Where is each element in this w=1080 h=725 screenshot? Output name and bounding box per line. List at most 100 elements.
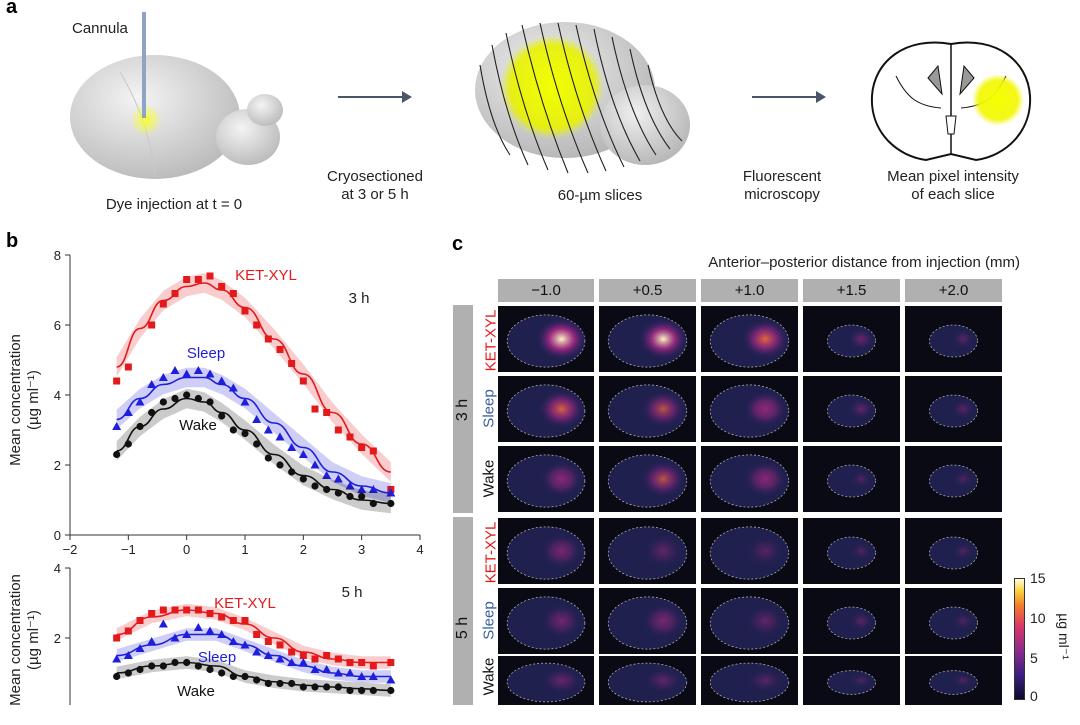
band-sleep <box>116 628 391 683</box>
point-wake <box>387 686 395 695</box>
ylabel-bottom: Mean concentration (µg ml⁻¹) <box>7 555 43 725</box>
group-3h-label: 3 h <box>454 398 471 422</box>
band-ket-xyl <box>116 603 391 669</box>
point-ket-xyl <box>264 335 272 343</box>
point-sleep <box>252 415 262 423</box>
point-wake <box>346 492 354 501</box>
point-ket-xyl <box>218 613 226 621</box>
fluorescence-tile <box>701 446 798 512</box>
point-sleep <box>240 397 250 406</box>
panel-c-title: Anterior–posterior distance from injecti… <box>708 254 1020 271</box>
fluorescence-tile <box>498 588 594 654</box>
point-sleep <box>147 380 157 388</box>
point-sleep <box>287 658 297 666</box>
band-sleep <box>116 367 391 503</box>
fluorescence-tile <box>905 376 1002 442</box>
point-ket-xyl <box>369 662 377 670</box>
cannula-label: Cannula <box>72 20 128 37</box>
point-sleep <box>263 425 273 434</box>
point-ket-xyl <box>229 617 237 624</box>
point-wake <box>253 440 261 448</box>
series-label-sleep: Sleep <box>198 649 236 666</box>
point-ket-xyl <box>358 659 366 666</box>
point-ket-xyl <box>194 606 202 614</box>
chart-5h: 2 4 KET-XYL Sleep Wake 5 h <box>54 561 396 705</box>
point-sleep <box>386 488 396 497</box>
point-ket-xyl <box>124 627 132 635</box>
fluorescence-tile <box>905 656 1002 705</box>
band-wake <box>116 388 391 514</box>
point-wake <box>369 686 377 695</box>
cryosectioned-label-1: Cryosectioned <box>327 168 423 185</box>
point-sleep <box>205 626 215 635</box>
fluorescence-tile <box>701 656 798 705</box>
point-ket-xyl <box>183 606 191 614</box>
point-wake <box>183 658 191 667</box>
point-wake <box>346 686 354 695</box>
y-tick-label: 2 <box>54 458 61 473</box>
fluorescence-tile <box>701 588 798 654</box>
point-wake <box>276 461 284 469</box>
y-tick-label: 2 <box>54 631 61 646</box>
point-wake <box>358 686 366 695</box>
point-wake <box>299 683 307 691</box>
point-wake <box>136 665 144 674</box>
mean-intensity-label-2: of each slice <box>911 186 995 203</box>
fluorescent-label-2: microscopy <box>744 186 820 203</box>
series-label-sleep: Sleep <box>187 345 225 362</box>
point-sleep <box>252 647 262 656</box>
panel-a-letter: a <box>6 0 18 18</box>
point-wake <box>218 412 226 420</box>
point-ket-xyl <box>229 290 237 297</box>
point-ket-xyl <box>288 360 296 367</box>
fluorescence-tile <box>498 518 594 584</box>
fluorescence-tile <box>803 376 900 442</box>
row-label-3h-sleep: Sleep <box>480 389 498 428</box>
ylabel-top: Mean concentration (µg ml⁻¹) <box>7 315 43 485</box>
point-sleep <box>287 443 297 451</box>
point-sleep <box>158 619 168 628</box>
point-sleep <box>357 672 367 680</box>
point-wake <box>288 468 296 476</box>
point-ket-xyl <box>334 655 342 663</box>
point-sleep <box>275 654 285 663</box>
point-sleep <box>228 637 238 645</box>
point-wake <box>194 662 202 670</box>
series-label-wake: Wake <box>179 417 217 434</box>
point-sleep <box>135 397 145 406</box>
x-tick-label: 4 <box>416 542 423 557</box>
point-wake <box>113 672 121 681</box>
point-ket-xyl <box>358 444 366 451</box>
point-ket-xyl <box>253 321 261 329</box>
fluorescence-tile <box>498 656 594 705</box>
fluorescence-tile <box>905 446 1002 512</box>
chart-title: 5 h <box>342 584 363 601</box>
point-ket-xyl <box>323 652 331 659</box>
fluorescence-tile <box>701 376 798 442</box>
point-ket-xyl <box>218 283 226 290</box>
fluorescence-tile <box>803 656 900 705</box>
fluorescence-tile <box>498 376 594 442</box>
fluorescence-tile <box>498 446 594 512</box>
chart-title: 3 h <box>349 290 370 307</box>
point-ket-xyl <box>124 363 132 371</box>
point-ket-xyl <box>276 346 284 353</box>
point-sleep <box>228 383 238 392</box>
point-wake <box>159 398 167 406</box>
point-ket-xyl <box>159 606 167 614</box>
point-wake <box>323 683 331 691</box>
point-wake <box>241 429 249 438</box>
col-header-2: +0.5 <box>599 279 696 302</box>
point-wake <box>124 669 132 677</box>
group-5h-label: 5 h <box>454 616 471 640</box>
chart-3h: 0 2 4 6 8 −2 −1 0 1 2 3 4 KET-XYL Sleep Wake 3 h <box>54 248 424 557</box>
ylabel-top-line1: Mean concentration <box>7 334 24 466</box>
point-sleep <box>170 366 180 374</box>
colorbar-tick-10: 10 <box>1030 610 1046 626</box>
point-ket-xyl <box>148 321 156 329</box>
point-sleep <box>345 481 355 490</box>
point-sleep <box>368 672 378 680</box>
fluorescence-tile <box>599 588 696 654</box>
point-wake <box>218 669 226 677</box>
point-ket-xyl <box>334 426 342 434</box>
